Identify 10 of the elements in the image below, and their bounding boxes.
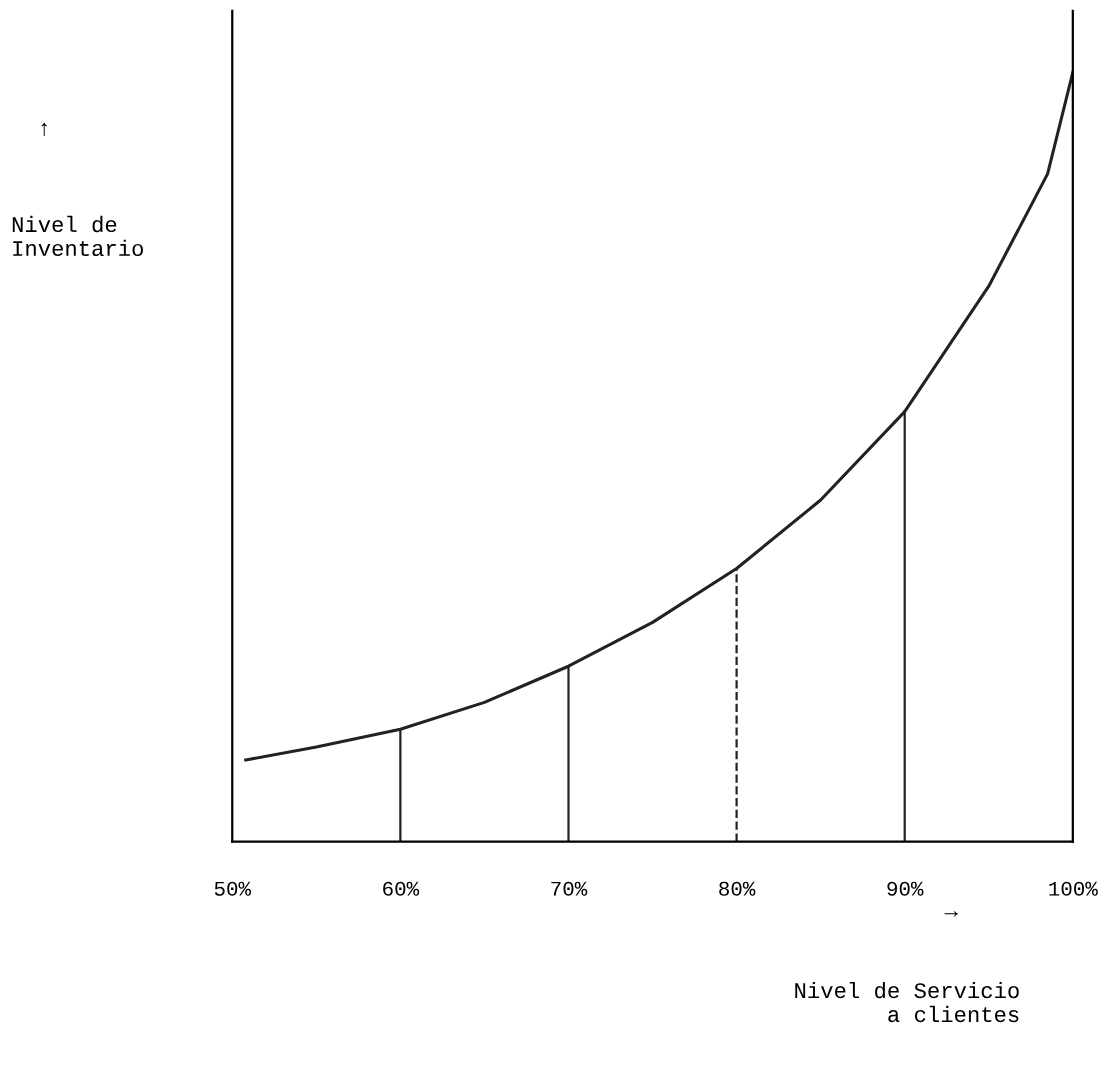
x-tick-label: 100%	[1049, 881, 1098, 896]
x-tick-label: 60%	[383, 881, 420, 896]
x-tick-label: 70%	[551, 881, 588, 896]
text: ↑	[41, 122, 47, 136]
text: →	[944, 911, 958, 917]
x-axis-title: Nivel de Servicio a clientes	[795, 981, 1019, 1023]
x-tick-label: 80%	[719, 881, 756, 896]
x-tick-label: 90%	[887, 881, 924, 896]
x-tick-label: 50%	[214, 881, 252, 896]
y-axis-title: Nivel de Inventario	[12, 215, 143, 257]
